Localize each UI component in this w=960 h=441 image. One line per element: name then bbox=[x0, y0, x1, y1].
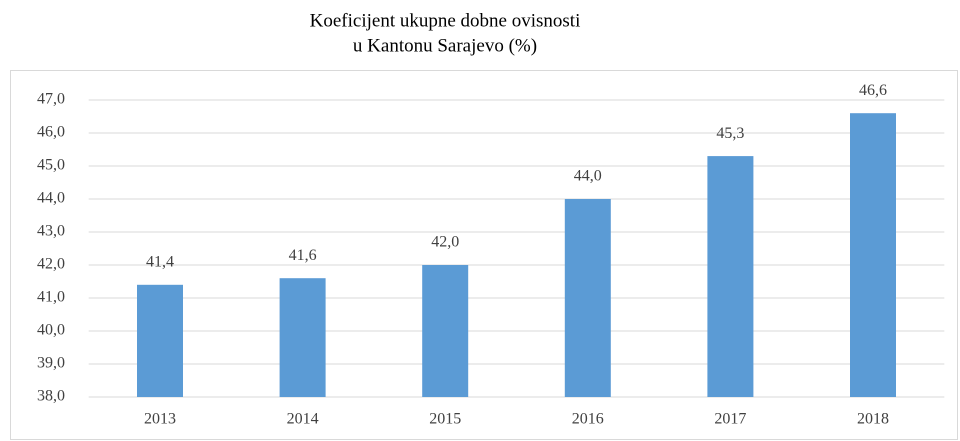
y-tick-label: 46,0 bbox=[37, 124, 65, 141]
x-tick-label: 2018 bbox=[857, 411, 889, 428]
data-label: 45,3 bbox=[716, 125, 744, 142]
bar bbox=[850, 113, 896, 397]
y-tick-label: 43,0 bbox=[37, 223, 65, 240]
bar bbox=[422, 265, 469, 397]
bar bbox=[137, 284, 183, 397]
y-tick-label: 39,0 bbox=[37, 355, 65, 372]
x-tick-label: 2017 bbox=[714, 411, 746, 428]
y-tick-label: 47,0 bbox=[37, 91, 65, 108]
chart-frame bbox=[10, 70, 958, 440]
y-tick-label: 45,0 bbox=[37, 157, 65, 174]
data-label: 44,0 bbox=[574, 168, 602, 185]
chart-title: Koeficijent ukupne dobne ovisnosti bbox=[310, 10, 581, 31]
bar bbox=[564, 199, 611, 397]
chart-title: u Kantonu Sarajevo (%) bbox=[353, 35, 537, 56]
y-tick-label: 40,0 bbox=[37, 322, 65, 339]
bar bbox=[279, 278, 326, 397]
y-tick-label: 44,0 bbox=[37, 190, 65, 207]
x-tick-label: 2015 bbox=[429, 411, 461, 428]
data-label: 42,0 bbox=[431, 234, 459, 251]
y-tick-label: 42,0 bbox=[37, 256, 65, 273]
x-tick-label: 2013 bbox=[144, 411, 176, 428]
y-tick-label: 38,0 bbox=[37, 388, 65, 405]
x-tick-label: 2014 bbox=[287, 411, 319, 428]
y-tick-label: 41,0 bbox=[37, 289, 65, 306]
bar bbox=[707, 156, 754, 397]
data-label: 46,6 bbox=[859, 82, 887, 99]
data-label: 41,4 bbox=[146, 253, 174, 270]
x-tick-label: 2016 bbox=[572, 411, 604, 428]
data-label: 41,6 bbox=[289, 247, 317, 264]
